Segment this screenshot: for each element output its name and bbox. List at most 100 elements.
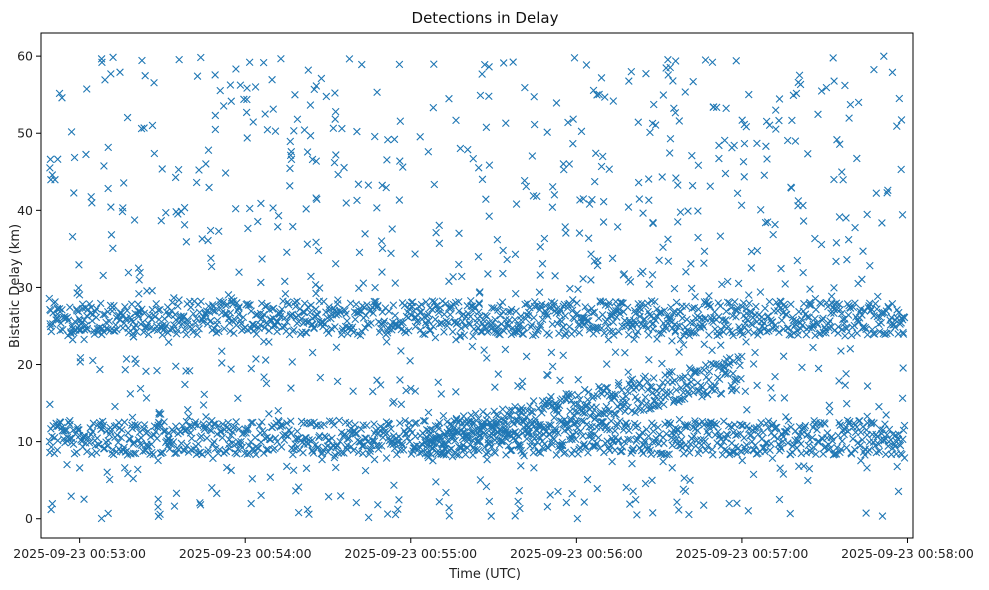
detection-marker	[696, 367, 704, 375]
detection-marker	[174, 165, 183, 174]
detection-marker	[238, 443, 246, 452]
detection-marker	[273, 222, 282, 231]
detection-marker	[619, 402, 628, 410]
detection-marker	[331, 115, 339, 123]
detection-marker	[491, 449, 499, 457]
detection-marker	[700, 421, 708, 429]
detection-marker	[689, 77, 697, 86]
detection-marker	[536, 420, 544, 429]
detection-marker	[105, 317, 114, 325]
detection-marker	[756, 288, 765, 296]
detection-marker	[863, 382, 872, 390]
detection-marker	[76, 353, 85, 362]
detection-marker	[580, 417, 588, 425]
detection-marker	[809, 322, 817, 330]
detection-marker	[128, 424, 137, 433]
detection-marker	[673, 498, 681, 506]
detection-marker	[731, 298, 739, 306]
y-tick-label: 40	[17, 203, 33, 218]
detection-marker	[277, 54, 285, 63]
detection-marker	[805, 323, 813, 332]
detection-marker	[457, 272, 466, 281]
detection-marker	[795, 71, 804, 80]
detection-marker	[402, 312, 411, 321]
detection-marker	[575, 395, 584, 404]
detection-marker	[801, 421, 810, 430]
detection-marker	[833, 443, 841, 452]
detection-marker	[287, 384, 295, 392]
detection-marker	[286, 164, 294, 173]
detection-marker	[664, 55, 672, 64]
detection-marker	[557, 317, 566, 326]
detection-marker	[894, 487, 903, 496]
detection-marker	[434, 308, 443, 317]
detection-marker	[455, 260, 463, 269]
detection-marker	[383, 156, 391, 164]
detection-marker	[691, 292, 699, 301]
detection-marker	[482, 482, 491, 491]
detection-marker	[835, 419, 843, 427]
detection-marker	[651, 297, 659, 306]
detection-marker	[490, 304, 498, 312]
detection-marker	[530, 313, 538, 322]
detection-marker	[875, 327, 884, 336]
detection-marker	[760, 171, 769, 180]
detection-marker	[429, 103, 438, 112]
detection-marker	[119, 204, 127, 212]
detection-marker	[124, 469, 132, 478]
detection-marker	[303, 240, 312, 248]
detection-marker	[91, 307, 100, 316]
detection-marker	[245, 58, 254, 67]
detection-marker	[107, 230, 116, 239]
detection-marker	[453, 451, 461, 459]
detection-marker	[252, 450, 260, 459]
detection-marker	[180, 325, 189, 334]
detection-marker	[361, 230, 369, 238]
detection-marker	[670, 376, 679, 385]
detection-marker	[694, 207, 702, 215]
detection-marker	[387, 425, 395, 433]
detection-marker	[582, 442, 590, 451]
detection-marker	[769, 230, 777, 239]
detection-marker	[782, 413, 790, 421]
detection-marker	[805, 464, 814, 473]
detection-marker	[668, 337, 676, 345]
detection-marker	[247, 364, 256, 373]
detection-marker	[338, 124, 346, 133]
detection-marker	[765, 121, 774, 130]
detection-marker	[772, 125, 780, 133]
detection-marker	[165, 445, 174, 453]
detection-marker	[47, 443, 56, 451]
detection-marker	[261, 356, 270, 364]
detection-marker	[722, 307, 731, 316]
detection-marker	[776, 464, 784, 472]
detection-marker	[297, 315, 306, 323]
detection-marker	[288, 358, 297, 366]
detection-marker	[136, 268, 144, 277]
detection-marker	[69, 440, 78, 449]
detection-marker	[50, 433, 59, 442]
detection-marker	[293, 115, 302, 124]
detection-marker	[52, 316, 60, 324]
detection-marker	[492, 422, 500, 431]
detection-marker	[587, 250, 595, 258]
detection-marker	[705, 300, 713, 309]
detection-marker	[68, 232, 77, 241]
detection-marker	[208, 301, 217, 309]
detection-marker	[737, 374, 745, 383]
detection-marker	[512, 200, 521, 208]
detection-marker	[271, 127, 280, 135]
detection-marker	[340, 163, 348, 172]
detection-marker	[435, 221, 444, 230]
detection-marker	[396, 117, 405, 125]
detection-marker	[391, 279, 400, 287]
detection-marker	[806, 285, 814, 293]
detection-marker	[830, 175, 838, 184]
detection-marker	[393, 505, 402, 514]
detection-marker	[191, 319, 200, 327]
detection-marker	[206, 226, 215, 235]
detection-marker	[155, 408, 163, 417]
detection-marker	[349, 328, 358, 337]
detection-marker	[732, 313, 740, 321]
detection-marker	[268, 75, 276, 84]
